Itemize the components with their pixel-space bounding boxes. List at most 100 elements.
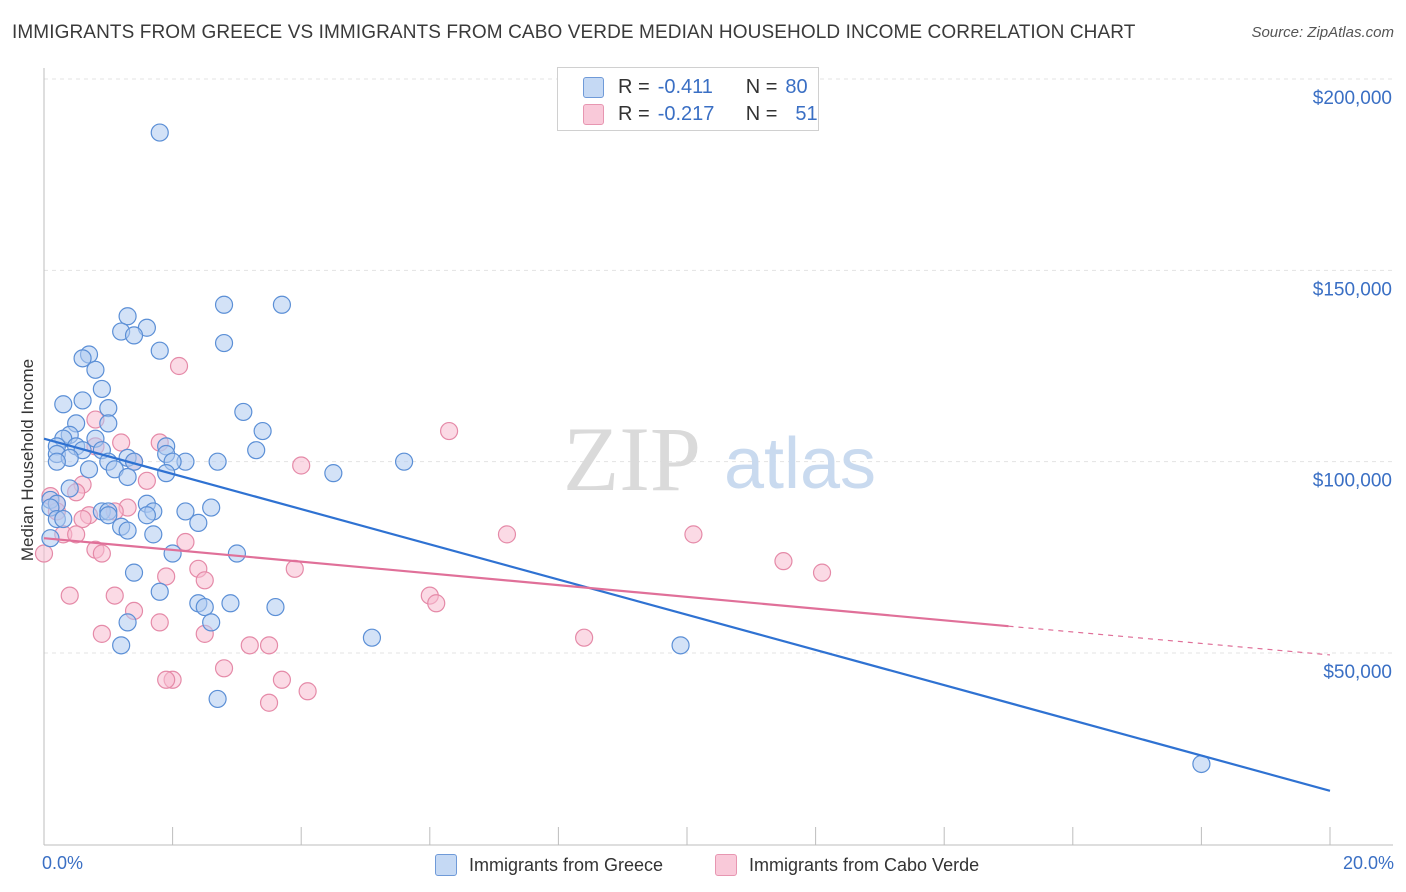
data-point-greece bbox=[189, 513, 208, 532]
data-point-caboverde bbox=[137, 471, 156, 490]
data-point-caboverde bbox=[298, 682, 317, 701]
y-axis-label: Median Household Income bbox=[18, 358, 37, 562]
data-point-greece bbox=[671, 636, 690, 655]
data-point-caboverde bbox=[34, 544, 54, 563]
data-point-caboverde bbox=[169, 356, 189, 376]
data-point-greece bbox=[150, 341, 169, 360]
trend-line-caboverde bbox=[43, 537, 1009, 628]
data-point-caboverde bbox=[92, 624, 111, 643]
data-point-greece bbox=[214, 333, 234, 353]
data-point-greece bbox=[150, 123, 169, 142]
data-point-caboverde bbox=[105, 586, 124, 605]
data-point-greece bbox=[394, 452, 414, 471]
data-point-greece bbox=[202, 498, 221, 517]
data-point-greece bbox=[92, 379, 111, 399]
series-greece-points bbox=[41, 123, 1211, 774]
data-point-greece bbox=[124, 563, 144, 582]
legend-r-value: -0.217 bbox=[657, 102, 715, 125]
y-tick-label: $100,000 bbox=[1313, 471, 1392, 492]
grid bbox=[44, 78, 1393, 654]
data-point-greece bbox=[73, 391, 92, 410]
data-point-greece bbox=[272, 295, 292, 314]
data-point-greece bbox=[118, 307, 137, 326]
data-point-caboverde bbox=[285, 559, 304, 578]
legend-n-label: N = bbox=[745, 102, 778, 125]
x-tick-label-start: 0.0% bbox=[42, 853, 83, 873]
data-point-caboverde bbox=[60, 586, 79, 605]
data-point-caboverde bbox=[812, 563, 832, 582]
data-point-greece bbox=[234, 402, 253, 422]
data-point-caboverde bbox=[259, 693, 279, 712]
data-point-greece bbox=[47, 452, 66, 471]
data-point-greece bbox=[86, 360, 105, 379]
tick-labels: $50,000 $100,000 $150,000 $200,000 0.0% 20.0% bbox=[42, 88, 1394, 873]
legend-r-value: -0.411 bbox=[657, 75, 713, 98]
data-point-greece bbox=[253, 421, 272, 441]
trend-lines bbox=[43, 437, 1331, 792]
data-point-caboverde bbox=[112, 433, 131, 452]
x-tick-label-end: 20.0% bbox=[1343, 853, 1394, 873]
data-point-greece bbox=[118, 613, 137, 632]
data-point-greece bbox=[99, 506, 118, 525]
data-point-greece bbox=[221, 594, 240, 613]
bottom-legend-swatch-caboverde bbox=[715, 854, 737, 876]
data-point-greece bbox=[227, 544, 246, 563]
legend-row-greece: R = -0.411 N = 80 bbox=[583, 74, 808, 100]
data-point-caboverde bbox=[439, 421, 459, 441]
data-point-caboverde bbox=[240, 636, 259, 655]
data-point-caboverde bbox=[272, 670, 292, 689]
data-point-greece bbox=[324, 464, 343, 483]
data-point-greece bbox=[54, 395, 73, 414]
data-point-caboverde bbox=[575, 628, 594, 647]
trend-line-caboverde-extension bbox=[1008, 625, 1331, 656]
data-point-greece bbox=[208, 689, 227, 709]
data-point-caboverde bbox=[259, 636, 279, 655]
data-point-caboverde bbox=[73, 509, 92, 529]
data-point-caboverde bbox=[292, 456, 311, 475]
data-point-caboverde bbox=[497, 525, 517, 544]
bottom-legend-greece: Immigrants from Greece bbox=[435, 853, 663, 877]
data-point-caboverde bbox=[214, 659, 234, 678]
data-point-greece bbox=[79, 460, 99, 479]
series-caboverde-points bbox=[34, 356, 832, 712]
legend-swatch-caboverde bbox=[583, 103, 604, 125]
data-point-greece bbox=[137, 506, 156, 525]
data-point-caboverde bbox=[427, 594, 446, 613]
y-tick-label: $200,000 bbox=[1313, 88, 1392, 109]
data-point-greece bbox=[202, 613, 221, 632]
chart-title: IMMIGRANTS FROM GREECE VS IMMIGRANTS FRO… bbox=[12, 22, 1136, 43]
data-point-caboverde bbox=[195, 571, 214, 590]
watermark-atlas: atlas bbox=[724, 424, 876, 504]
data-point-caboverde bbox=[150, 613, 169, 632]
data-point-caboverde bbox=[67, 525, 86, 544]
data-point-caboverde bbox=[684, 525, 703, 544]
data-point-greece bbox=[144, 525, 163, 544]
data-point-greece bbox=[362, 628, 382, 647]
bottom-legend-label-greece: Immigrants from Greece bbox=[469, 854, 664, 875]
bottom-legend-caboverde: Immigrants from Cabo Verde bbox=[715, 853, 979, 877]
bottom-legend-label-caboverde: Immigrants from Cabo Verde bbox=[749, 854, 980, 875]
data-point-greece bbox=[124, 326, 144, 345]
data-point-greece bbox=[54, 509, 73, 529]
data-point-greece bbox=[214, 295, 234, 314]
data-point-greece bbox=[73, 349, 92, 368]
data-point-greece bbox=[163, 544, 182, 563]
watermark-zip: ZIP bbox=[563, 408, 701, 510]
data-point-greece bbox=[99, 414, 118, 433]
data-point-greece bbox=[208, 452, 227, 471]
legend-n-label: N = bbox=[745, 75, 778, 98]
data-point-caboverde bbox=[774, 552, 793, 571]
data-point-greece bbox=[247, 441, 266, 460]
source-label: Source: ZipAtlas.com bbox=[1251, 24, 1394, 41]
data-point-greece bbox=[99, 398, 118, 418]
legend-swatch-greece bbox=[583, 76, 604, 98]
legend-n-value: 51 bbox=[795, 102, 818, 125]
bottom-legend-swatch-greece bbox=[435, 854, 457, 876]
data-point-greece bbox=[118, 521, 137, 540]
data-point-greece bbox=[118, 467, 137, 487]
legend-r-label: R = bbox=[618, 75, 650, 98]
data-point-caboverde bbox=[157, 567, 176, 586]
axes bbox=[43, 68, 1393, 846]
legend-row-caboverde: R = -0.217 N = 51 bbox=[583, 101, 818, 127]
